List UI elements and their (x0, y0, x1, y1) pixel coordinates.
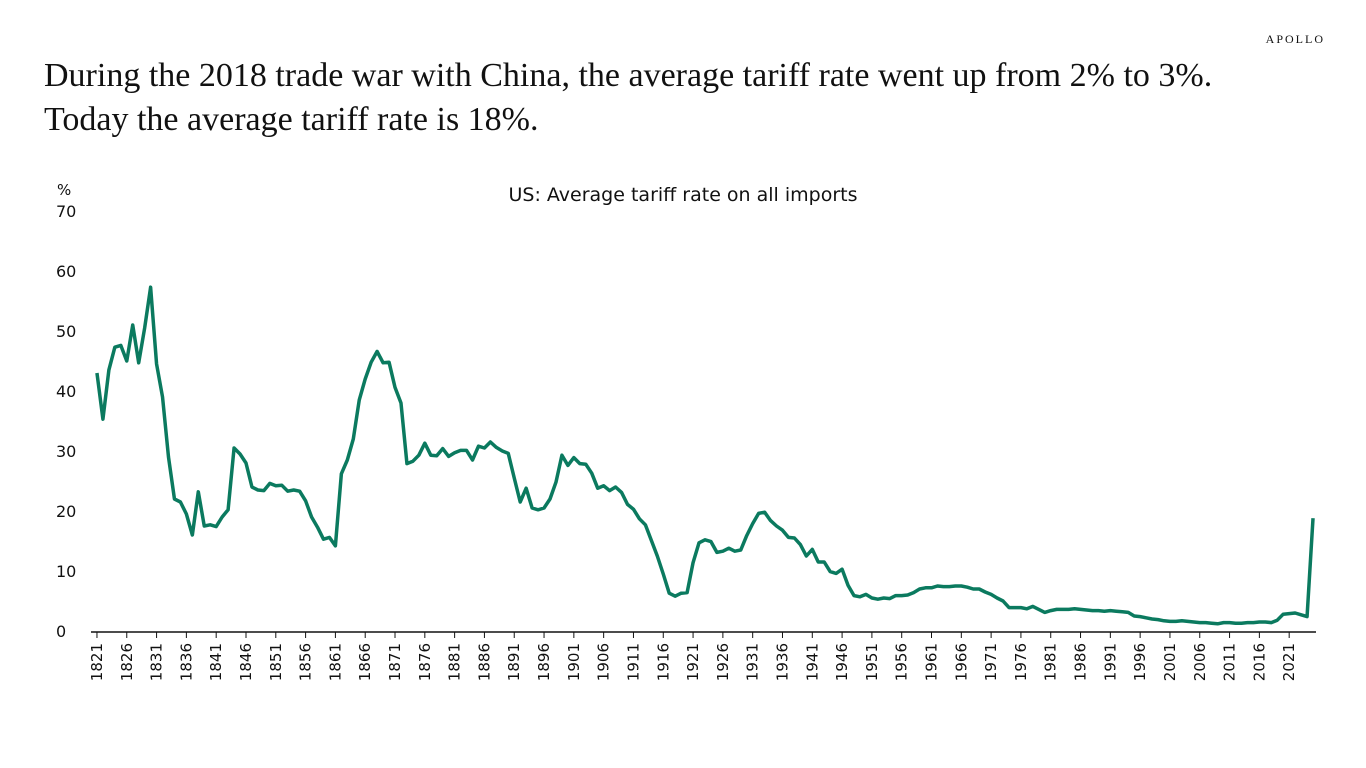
x-tick-label: 2021 (1280, 643, 1298, 681)
x-tick-label: 1901 (565, 643, 583, 681)
x-tick-label: 1941 (803, 643, 821, 681)
x-tick-label: 1891 (505, 643, 523, 681)
x-tick-label: 1936 (773, 643, 791, 681)
x-tick-label: 1956 (893, 643, 911, 681)
line (95, 285, 1315, 626)
y-tick-label: 40 (56, 382, 76, 401)
x-tick-label: 1881 (446, 643, 464, 681)
y-tick-label: 10 (56, 562, 76, 581)
x-tick-label: 2016 (1250, 643, 1268, 681)
y-tick-label: 60 (56, 262, 76, 281)
x-tick-label: 1841 (207, 643, 225, 681)
x-tick-label: 1886 (475, 643, 493, 681)
x-tick-label: 2011 (1221, 643, 1239, 681)
x-tick-label: 1961 (923, 643, 941, 681)
x-tick-label: 1871 (386, 643, 404, 681)
x-tick-label: 1991 (1101, 643, 1119, 681)
chart-title: US: Average tariff rate on all imports (509, 184, 858, 206)
x-tick-label: 2006 (1191, 643, 1209, 681)
headline: Today the average tariff rate is 18%. (44, 101, 539, 138)
y-tick-label: 0 (56, 622, 66, 641)
x-tick-label: 1911 (624, 643, 642, 681)
x-tick-label: 1926 (714, 643, 732, 681)
y-tick-label: 30 (56, 442, 76, 461)
x-tick-label: 1846 (237, 643, 255, 681)
x-tick-label: 1946 (833, 643, 851, 681)
x-tick-label: 1851 (267, 643, 285, 681)
x-tick-label: 1966 (952, 643, 970, 681)
x-tick-label: 2001 (1161, 643, 1179, 681)
x-tick-label: 1906 (595, 643, 613, 681)
x-tick-label: 1951 (863, 643, 881, 681)
headline: During the 2018 trade war with China, th… (44, 57, 1212, 94)
x-tick-label: 1986 (1072, 643, 1090, 681)
x-tick-label: 1836 (177, 643, 195, 681)
brand: APOLLO (1266, 32, 1325, 46)
y-tick-label: 20 (56, 502, 76, 521)
x-tick-label: 1916 (654, 643, 672, 681)
x-tick-label: 1866 (356, 643, 374, 681)
x-tick-label: 1971 (982, 643, 1000, 681)
x-tick-label: 1896 (535, 643, 553, 681)
x-tick-label: 1981 (1042, 643, 1060, 681)
x-tick-label: 1876 (416, 643, 434, 681)
x-tick-label: 1856 (297, 643, 315, 681)
x-tick-label: 1921 (684, 643, 702, 681)
x-tick-label: 1931 (744, 643, 762, 681)
y-tick-label: 50 (56, 322, 76, 341)
x-tick-label: 1861 (326, 643, 344, 681)
y-tick-label: 70 (56, 202, 76, 221)
x-tick-label: 1826 (118, 643, 136, 681)
x-tick-label: 1976 (1012, 643, 1030, 681)
x-tick-label: 1831 (148, 643, 166, 681)
x-tick-label: 1996 (1131, 643, 1149, 681)
x-tick-label: 1821 (88, 643, 106, 681)
y-axis-label: % (57, 181, 71, 199)
